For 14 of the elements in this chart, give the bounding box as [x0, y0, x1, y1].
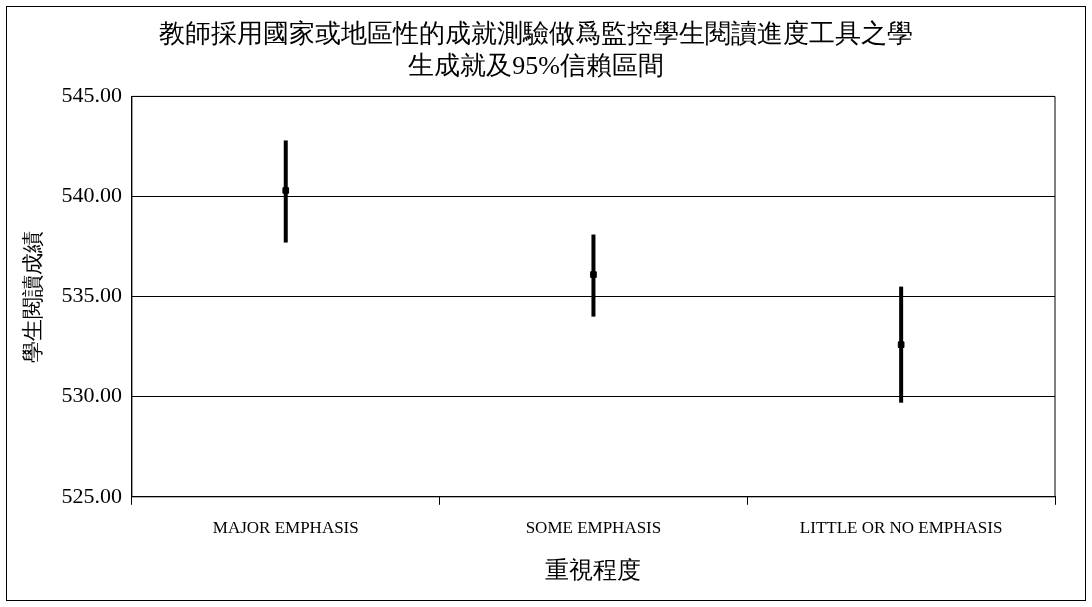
- y-tick-label: 540.00: [61, 182, 122, 208]
- y-tick-label: 525.00: [61, 482, 122, 508]
- x-tick-label: SOME EMPHASIS: [525, 518, 662, 538]
- y-tick-label: 535.00: [61, 282, 122, 308]
- point: [282, 187, 290, 194]
- point: [897, 341, 905, 348]
- x-tick-label: MAJOR EMPHASIS: [212, 518, 359, 538]
- y-tick-label: 545.00: [61, 82, 122, 108]
- chart-title: 教師採用國家或地區性的成就測驗做爲監控學生閱讀進度工具之學生成就及95%信賴區間: [159, 19, 913, 80]
- point: [590, 271, 597, 278]
- x-axis-title: 重視程度: [545, 556, 642, 583]
- x-tick-label: LITTLE OR NO EMPHASIS: [799, 518, 1003, 538]
- y-tick-label: 530.00: [61, 382, 122, 408]
- y-axis-title: 學生閱讀成績: [19, 230, 45, 363]
